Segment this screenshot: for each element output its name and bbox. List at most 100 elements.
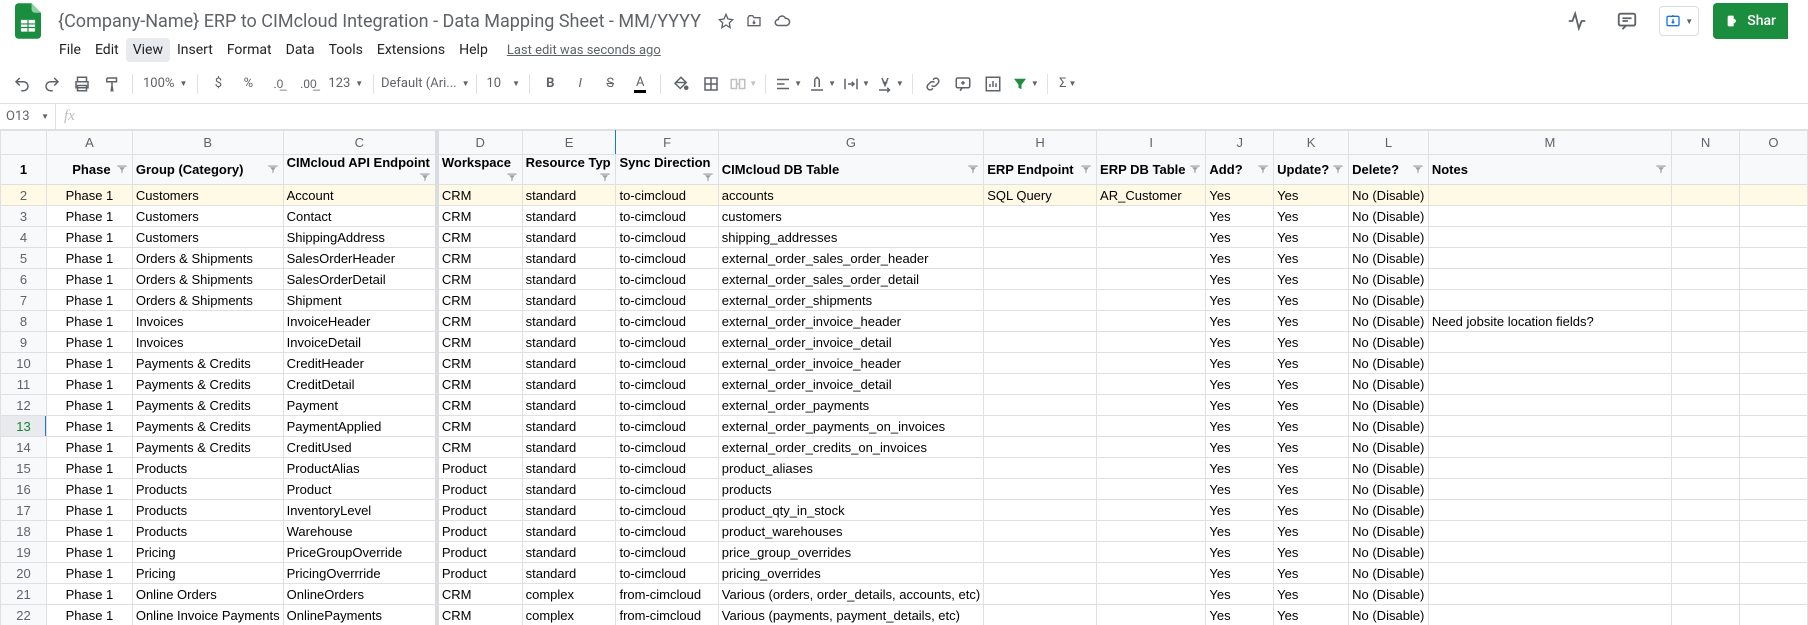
fill-color-button[interactable] [667, 70, 695, 98]
cell[interactable]: Yes [1274, 479, 1349, 500]
cell[interactable]: Shipment [283, 290, 437, 311]
cell[interactable]: Yes [1274, 458, 1349, 479]
move-icon[interactable] [745, 12, 763, 30]
row-header-22[interactable]: 22 [1, 605, 47, 625]
cell[interactable] [1428, 206, 1671, 227]
cell[interactable]: CRM [437, 227, 522, 248]
cell[interactable]: Orders & Shipments [132, 248, 283, 269]
spreadsheet-grid[interactable]: ABCDEFGHIJKLMNO1PhaseGroup (Category)CIM… [0, 130, 1808, 625]
cell[interactable]: No (Disable) [1349, 458, 1429, 479]
cell[interactable]: external_order_invoice_header [718, 353, 983, 374]
cell[interactable]: Products [132, 458, 283, 479]
cell[interactable]: Yes [1206, 521, 1274, 542]
cell[interactable]: customers [718, 206, 983, 227]
cell[interactable]: to-cimcloud [616, 437, 718, 458]
cell[interactable]: external_order_invoice_detail [718, 374, 983, 395]
cell[interactable] [1428, 227, 1671, 248]
cell[interactable] [984, 500, 1097, 521]
header-cell[interactable]: CIMcloud API Endpoint [283, 155, 437, 185]
filter-icon[interactable] [1331, 162, 1345, 176]
cell[interactable]: Customers [132, 227, 283, 248]
cell[interactable]: Invoices [132, 332, 283, 353]
strikethrough-button[interactable]: S [596, 70, 624, 98]
menu-extensions[interactable]: Extensions [370, 38, 452, 62]
cell[interactable]: Phase 1 [47, 437, 133, 458]
cell[interactable]: Yes [1206, 185, 1274, 206]
cell[interactable]: Yes [1206, 374, 1274, 395]
cell[interactable] [1428, 332, 1671, 353]
decrease-decimal-button[interactable]: .0̲ [264, 70, 292, 98]
cell[interactable]: to-cimcloud [616, 185, 718, 206]
cell[interactable]: OnlinePayments [283, 605, 437, 625]
cell[interactable]: standard [522, 479, 616, 500]
cell[interactable]: ProductAlias [283, 458, 437, 479]
cell[interactable]: Payment [283, 395, 437, 416]
column-header-O[interactable]: O [1739, 131, 1807, 155]
column-header-B[interactable]: B [132, 131, 283, 155]
undo-button[interactable] [8, 70, 36, 98]
document-title[interactable]: {Company-Name} ERP to CIMcloud Integrati… [52, 9, 707, 34]
cell[interactable] [984, 374, 1097, 395]
cell[interactable]: Yes [1206, 458, 1274, 479]
menu-view[interactable]: View [126, 38, 170, 62]
cell[interactable] [1097, 563, 1206, 584]
filter-icon[interactable] [598, 170, 612, 184]
menu-data[interactable]: Data [279, 38, 322, 62]
cell[interactable]: Various (payments, payment_details, etc) [718, 605, 983, 625]
cell[interactable] [1428, 479, 1671, 500]
filter-icon[interactable] [505, 170, 519, 184]
cell[interactable]: Yes [1274, 563, 1349, 584]
cell[interactable]: Phase 1 [47, 395, 133, 416]
text-color-button[interactable]: A [626, 70, 654, 98]
cell[interactable]: InventoryLevel [283, 500, 437, 521]
cell[interactable]: standard [522, 185, 616, 206]
cell[interactable]: Customers [132, 206, 283, 227]
cell[interactable] [1428, 563, 1671, 584]
cell[interactable]: from-cimcloud [616, 605, 718, 625]
cell[interactable]: Yes [1274, 605, 1349, 625]
font-size-dropdown[interactable]: 10▼ [483, 70, 523, 98]
cell[interactable]: Phase 1 [47, 332, 133, 353]
formula-input[interactable] [83, 104, 1808, 129]
cell[interactable] [984, 416, 1097, 437]
cell[interactable]: No (Disable) [1349, 311, 1429, 332]
cell[interactable] [1428, 437, 1671, 458]
row-header-9[interactable]: 9 [1, 332, 47, 353]
cell[interactable]: Contact [283, 206, 437, 227]
cell[interactable]: Yes [1206, 332, 1274, 353]
cell[interactable] [1428, 500, 1671, 521]
cell[interactable]: standard [522, 395, 616, 416]
cell[interactable]: No (Disable) [1349, 605, 1429, 625]
cell[interactable]: Need jobsite location fields? [1428, 311, 1671, 332]
cell[interactable]: Yes [1206, 416, 1274, 437]
cell[interactable]: Yes [1206, 542, 1274, 563]
menu-format[interactable]: Format [220, 38, 279, 62]
cell[interactable] [1428, 521, 1671, 542]
cell[interactable]: No (Disable) [1349, 290, 1429, 311]
cell[interactable] [1097, 290, 1206, 311]
cell[interactable] [984, 290, 1097, 311]
cell[interactable]: standard [522, 248, 616, 269]
cell[interactable]: CRM [437, 605, 522, 625]
cell[interactable]: Yes [1206, 479, 1274, 500]
cell[interactable] [984, 311, 1097, 332]
cell[interactable]: standard [522, 269, 616, 290]
cell[interactable]: No (Disable) [1349, 269, 1429, 290]
cell[interactable]: to-cimcloud [616, 353, 718, 374]
cell[interactable] [1097, 437, 1206, 458]
filter-icon[interactable] [1079, 162, 1093, 176]
row-header-14[interactable]: 14 [1, 437, 47, 458]
cell[interactable]: to-cimcloud [616, 563, 718, 584]
cell[interactable]: No (Disable) [1349, 437, 1429, 458]
header-cell[interactable]: Sync Direction [616, 155, 718, 185]
filter-icon[interactable] [701, 170, 715, 184]
cell[interactable]: Phase 1 [47, 248, 133, 269]
cell[interactable]: No (Disable) [1349, 542, 1429, 563]
cell[interactable]: Yes [1206, 206, 1274, 227]
cell[interactable]: standard [522, 353, 616, 374]
cell[interactable] [1097, 227, 1206, 248]
cell[interactable] [1428, 353, 1671, 374]
cell[interactable]: Yes [1274, 500, 1349, 521]
cell[interactable]: No (Disable) [1349, 185, 1429, 206]
cell[interactable]: Phase 1 [47, 416, 133, 437]
